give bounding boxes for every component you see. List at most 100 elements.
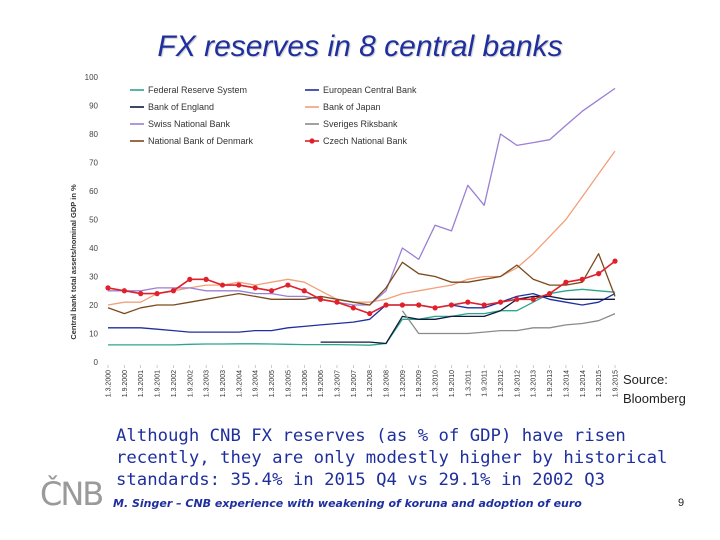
- x-tick-label: 1.3.2013: [531, 370, 538, 397]
- cnb-data-point: [203, 276, 209, 282]
- y-tick-label: 40: [89, 244, 98, 253]
- x-tick-label: 1.9.2005: [285, 370, 292, 397]
- cnb-data-point: [301, 288, 307, 294]
- y-tick-label: 20: [89, 301, 98, 310]
- x-tick-label: 1.9.2010: [449, 370, 456, 397]
- cnb-data-point: [121, 288, 127, 294]
- y-tick-label: 10: [89, 330, 98, 339]
- legend: Federal Reserve System European Central B…: [130, 85, 417, 146]
- x-tick-label: 1.9.2006: [318, 370, 325, 397]
- cnb-data-point: [170, 288, 177, 294]
- commentary-text: Although CNB FX reserves (as % of GDP) h…: [116, 426, 668, 490]
- series-line-federal-reserve-system: [108, 288, 616, 346]
- legend-label: National Bank of Denmark: [148, 136, 254, 146]
- x-tick-label: 1.9.2011: [482, 370, 489, 397]
- cnb-data-point: [318, 296, 324, 302]
- y-tick-label: 90: [89, 102, 98, 111]
- x-tick-label: 1.3.2014: [563, 370, 570, 397]
- series-line-sveriges-riksbank: [401, 310, 616, 335]
- y-axis: 0 10 20 30 40 50 60 70 80 90 100: [85, 73, 99, 367]
- y-tick-label: 30: [89, 273, 98, 282]
- x-tick-label: 1.3.2002: [171, 370, 178, 397]
- cnb-data-point: [563, 279, 569, 285]
- cnb-data-point: [481, 302, 487, 308]
- cnb-data-point: [219, 282, 226, 288]
- cnb-data-point: [514, 296, 520, 302]
- x-tick-label: 1.3.2009: [400, 370, 407, 397]
- cnb-data-point: [268, 288, 275, 294]
- series-line-national-bank-of-denmark: [107, 253, 616, 315]
- cnb-logo: ČNB: [40, 475, 104, 513]
- x-tick-label: 1.3.2012: [498, 370, 505, 397]
- page-number: 9: [678, 497, 685, 509]
- x-tick-label: 1.9.2003: [220, 370, 227, 397]
- cnb-data-point: [448, 302, 455, 308]
- cnb-data-point: [530, 296, 536, 302]
- y-tick-label: 60: [89, 187, 98, 196]
- cnb-data-point: [367, 310, 373, 317]
- cnb-data-point: [154, 291, 160, 297]
- x-tick-label: 1.9.2009: [416, 370, 423, 397]
- cnb-data-point: [138, 291, 144, 297]
- legend-label: Swiss National Bank: [148, 119, 231, 129]
- cnb-data-point: [497, 299, 504, 305]
- x-tick-label: 1.3.2010: [433, 370, 440, 397]
- cnb-data-point: [187, 276, 193, 282]
- x-tick-label: 1.3.2001: [138, 370, 145, 397]
- cnb-data-point: [252, 285, 258, 291]
- series-layer: [105, 87, 618, 346]
- footer-text: M. Singer – CNB experience with weakenin…: [113, 497, 582, 510]
- x-tick-label: 1.3.2000: [106, 370, 113, 397]
- y-tick-label: 70: [89, 159, 98, 168]
- legend-marker: [309, 138, 315, 144]
- source-name: Bloomberg: [623, 391, 686, 406]
- x-tick-label: 1.3.2004: [236, 370, 243, 397]
- x-tick-label: 1.9.2014: [580, 370, 587, 397]
- x-tick-label: 1.9.2015: [613, 370, 620, 397]
- cnb-data-point: [416, 302, 422, 308]
- x-tick-label: 1.3.2005: [269, 370, 276, 397]
- x-tick-label: 1.9.2004: [253, 370, 260, 397]
- source-note: Source: Bloomberg: [623, 370, 686, 408]
- cnb-data-point: [579, 276, 585, 282]
- cnb-data-point: [236, 282, 242, 288]
- x-tick-label: 1.9.2012: [514, 370, 521, 397]
- slide-title: FX reserves in 8 central banks: [157, 30, 563, 63]
- x-tick-label: 1.3.2007: [334, 370, 341, 397]
- y-axis-label-group: Central bank total assets/nominal GDP in…: [69, 184, 78, 340]
- x-tick-label: 1.9.2001: [155, 370, 162, 397]
- series-line-european-central-bank: [108, 292, 616, 333]
- cnb-data-point: [350, 305, 356, 311]
- series-line-czech-national-bank: [107, 260, 616, 315]
- cnb-data-point: [334, 299, 340, 305]
- source-label: Source:: [623, 372, 668, 387]
- x-tick-label: 1.9.2007: [351, 370, 358, 397]
- x-tick-label: 1.9.2008: [384, 370, 391, 397]
- line-chart: Central bank total assets/nominal GDP in…: [69, 73, 620, 397]
- cnb-data-point: [285, 282, 291, 288]
- y-tick-label: 0: [94, 358, 99, 367]
- x-tick-label: 1.3.2015: [596, 370, 603, 397]
- x-axis: 1.3.2000 1.9.2000 1.3.2001 1.9.2001 1.3.2002…: [106, 365, 620, 397]
- y-tick-label: 50: [89, 216, 98, 225]
- x-tick-label: 1.9.2002: [187, 370, 194, 397]
- legend-label: Bank of England: [148, 102, 214, 112]
- legend-label: Czech National Bank: [323, 136, 408, 146]
- x-tick-label: 1.3.2003: [204, 370, 211, 397]
- series-line-bank-of-japan: [107, 150, 616, 306]
- legend-label: European Central Bank: [323, 85, 417, 95]
- legend-label: Federal Reserve System: [148, 85, 247, 95]
- cnb-data-point: [105, 285, 111, 291]
- y-tick-label: 100: [85, 73, 99, 82]
- cnb-data-point: [612, 258, 618, 264]
- x-tick-label: 1.9.2013: [547, 370, 554, 397]
- legend-label: Bank of Japan: [323, 102, 381, 112]
- cnb-data-point: [383, 302, 389, 308]
- x-tick-label: 1.9.2000: [122, 370, 129, 397]
- x-tick-label: 1.3.2008: [367, 370, 374, 397]
- legend-label: Sveriges Riksbank: [323, 119, 398, 129]
- series-line-bank-of-england: [320, 295, 615, 345]
- cnb-data-point: [596, 271, 602, 277]
- series-line-swiss-national-bank: [108, 87, 616, 306]
- cnb-data-point: [546, 291, 553, 297]
